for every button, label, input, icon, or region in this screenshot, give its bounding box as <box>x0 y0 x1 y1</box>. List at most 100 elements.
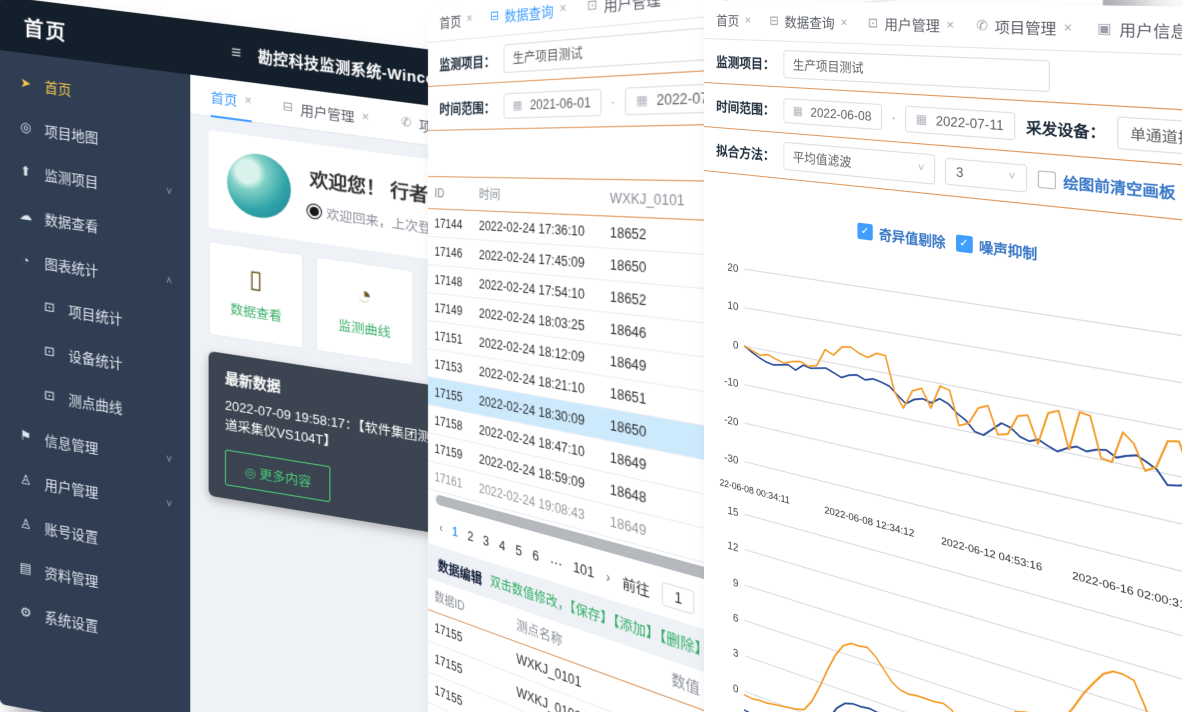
checkbox-label: 绘图前清空画板 <box>1063 174 1176 203</box>
svg-text:-10: -10 <box>724 376 738 391</box>
page-number-2[interactable]: 2 <box>467 528 474 545</box>
sidebar-item-label: 图表统计 <box>44 256 99 280</box>
page-number-4[interactable]: 4 <box>499 537 506 555</box>
status-dot-icon <box>309 206 319 217</box>
tab-label: 数据查询 <box>504 2 554 24</box>
noise-checkbox-slot: ✓ 噪声抑制 <box>955 232 1037 264</box>
sidebar: ➤ 首页 ◎ 项目地图 ⬆ 监测项目 ˅ ☁ 数据查看 ◔ 图表统计 ˄ ⊡ 项目统计 ⊡ 设备统计 ⊡ 测点曲线… <box>0 50 191 712</box>
curve-tab-user-info[interactable]: ▣用户信息× <box>1097 17 1182 43</box>
goto-page-input[interactable]: 1 <box>662 581 695 616</box>
checkbox-cbClear[interactable] <box>1037 170 1056 190</box>
tab-label: 首页 <box>439 12 462 31</box>
phone-icon: ✆ <box>400 114 412 131</box>
page-number-3[interactable]: 3 <box>482 533 490 550</box>
monitor-icon: ⊡ <box>44 386 55 404</box>
checkbox-cbNoise[interactable]: ✓ <box>955 233 973 253</box>
start-date-input[interactable]: ▦ 2022-06-08 <box>783 97 882 130</box>
query-tab-home[interactable]: 首页 × <box>439 8 472 31</box>
fit-param-select[interactable]: 3 ˅ <box>944 157 1028 193</box>
quick-link-monitor-curve[interactable]: ◔ 监测曲线 <box>316 256 414 366</box>
close-icon[interactable]: × <box>668 0 676 6</box>
page-number-⋯[interactable]: ⋯ <box>549 552 562 573</box>
column-header: 时间 <box>471 177 602 216</box>
close-icon[interactable]: × <box>1063 19 1073 37</box>
svg-text:-20: -20 <box>724 414 738 429</box>
svg-text:3: 3 <box>733 647 739 661</box>
pie-icon: ◔ <box>21 251 30 268</box>
data-icon: ⊟ <box>490 7 500 24</box>
flag-icon: ⚑ <box>19 427 32 445</box>
lock-icon: ⊡ <box>586 0 598 14</box>
column-header: ID <box>428 177 472 211</box>
quick-link-data-view[interactable]: ▯ 数据查看 <box>208 240 304 350</box>
calendar-icon: ▦ <box>636 93 648 109</box>
sidebar-item-label: 信息管理 <box>44 433 99 458</box>
svg-text:10: 10 <box>727 300 738 314</box>
goto-label: 前往 <box>622 575 650 600</box>
query-tab-user-mgmt[interactable]: ⊡ 用户管理 × <box>587 0 676 17</box>
page-number-6[interactable]: 6 <box>532 547 539 565</box>
monitor-icon: ⊡ <box>44 298 55 316</box>
project-label: 监测项目： <box>439 52 496 73</box>
curve-tab-project-mgmt[interactable]: ✆ 项目管理 × <box>976 15 1072 39</box>
tab-label: 项目管理 <box>994 18 1057 38</box>
project-label: 监测项目： <box>716 54 775 73</box>
curve-tab-home[interactable]: 首页 × <box>716 10 751 30</box>
fit-method-value: 平均值滤波 <box>792 149 852 171</box>
quick-link-label: 数据查看 <box>230 302 282 325</box>
page-number-101[interactable]: 101 <box>572 559 595 582</box>
query-tab-data-query[interactable]: ⊟ 数据查询 × <box>490 0 567 26</box>
curve-window: 首页×⊟数据查询×⊡用户管理×✆项目管理×▣用户信息×●测点曲线× 监测项目： … <box>704 0 1182 712</box>
curve-tab-data-query[interactable]: ⊟ 数据查询 × <box>769 11 847 33</box>
avatar <box>227 149 291 223</box>
user-icon: ♙ <box>19 515 32 533</box>
svg-text:-30: -30 <box>724 452 738 468</box>
tab-label: 用户管理 <box>300 101 355 125</box>
user-icon: ♙ <box>19 471 32 489</box>
phone-icon: ✆ <box>976 17 988 34</box>
dashboard-tab-home[interactable]: 首页 × <box>210 76 252 123</box>
tab-label: 用户管理 <box>603 0 661 14</box>
pie-icon: ◔ <box>356 280 372 311</box>
outlier-checkbox-slot: ✓ 奇异值剔除 <box>857 220 946 252</box>
monitor-icon: ⊡ <box>44 342 55 360</box>
data-icon: ⊟ <box>769 13 779 29</box>
device-select-value: 单通道振弦采集仪VS101T <box>1130 125 1182 158</box>
sidebar-item-label: 测点曲线 <box>68 392 123 417</box>
prev-page-button[interactable]: ‹ <box>439 520 443 536</box>
chevron-down-icon: ˅ <box>1008 169 1016 184</box>
checkbox-label: 奇异值剔除 <box>878 226 946 251</box>
sidebar-item-label: 设备统计 <box>68 348 123 373</box>
sidebar-item-label: 资料管理 <box>44 565 99 591</box>
svg-text:20: 20 <box>727 262 738 276</box>
calendar-icon: ▦ <box>512 98 523 113</box>
page-number-1[interactable]: 1 <box>452 524 458 541</box>
tab-label: 数据查询 <box>784 14 835 32</box>
close-icon[interactable]: × <box>840 14 848 30</box>
close-icon[interactable]: × <box>361 109 370 125</box>
fit-method-select[interactable]: 平均值滤波 ˅ <box>783 141 936 185</box>
close-icon[interactable]: × <box>744 12 752 28</box>
clear-canvas-checkbox-slot: 绘图前清空画板 <box>1037 168 1176 204</box>
tab-label: 首页 <box>716 12 740 29</box>
close-icon[interactable]: × <box>559 0 567 17</box>
checkbox-cbOutlier[interactable]: ✓ <box>857 221 873 241</box>
next-page-button[interactable]: › <box>605 568 611 587</box>
more-content-button[interactable]: ◎ 更多内容 <box>224 449 331 503</box>
page-number-5[interactable]: 5 <box>515 542 522 560</box>
end-date-input[interactable]: ▦ 2022-07-11 <box>905 105 1016 140</box>
calendar-icon: ▦ <box>915 112 928 128</box>
curve-tab-user-mgmt[interactable]: ⊡ 用户管理 × <box>868 13 954 36</box>
menu-toggle-icon[interactable]: ≡ <box>231 42 242 63</box>
start-date-value: 2022-06-08 <box>810 104 872 124</box>
upload-icon: ⬆ <box>20 162 32 180</box>
project-select[interactable]: 生产项目测试 <box>783 50 1050 93</box>
start-date-input[interactable]: ▦ 2021-06-01 <box>503 88 602 119</box>
tablet-icon: ▯ <box>249 265 263 295</box>
folder-icon: ▤ <box>19 559 32 577</box>
close-icon[interactable]: × <box>244 92 252 109</box>
close-icon[interactable]: × <box>466 10 473 27</box>
close-icon[interactable]: × <box>946 16 955 33</box>
